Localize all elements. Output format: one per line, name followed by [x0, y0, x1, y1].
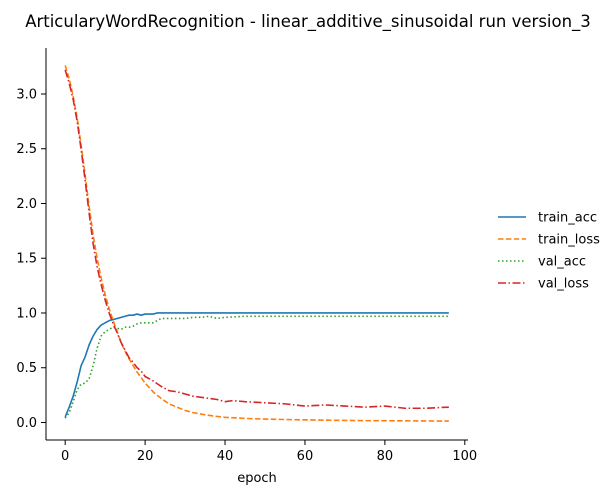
- x-tick-label: 20: [137, 449, 154, 464]
- legend-label-train-loss: train_loss: [538, 233, 600, 248]
- y-tick-label: 2.5: [16, 142, 37, 157]
- y-tick-label: 0.5: [16, 361, 37, 376]
- y-tick-label: 1.0: [16, 306, 37, 321]
- series-line-train-acc: [64, 312, 449, 418]
- y-tick-label: 1.5: [16, 252, 37, 267]
- legend-label-val-loss: val_loss: [538, 277, 589, 292]
- x-tick-label: 60: [297, 449, 314, 464]
- x-tick-label: 100: [452, 449, 477, 464]
- series-line-val-loss: [64, 69, 449, 410]
- x-ticks: 0 20 40 60 80 100: [61, 440, 477, 464]
- legend: train_acc train_loss val_acc val_loss: [498, 211, 600, 292]
- y-tick-label: 3.0: [16, 87, 37, 102]
- x-tick-label: 0: [61, 449, 69, 464]
- plot-area: [64, 65, 449, 422]
- x-tick-label: 40: [217, 449, 234, 464]
- x-axis-label: epoch: [237, 471, 277, 486]
- y-ticks: 0.0 0.5 1.0 1.5 2.0 2.5 3.0: [16, 87, 46, 431]
- x-tick-label: 80: [377, 449, 394, 464]
- y-tick-label: 0.0: [16, 416, 37, 431]
- chart-title: ArticularyWordRecognition - linear_addit…: [25, 12, 591, 32]
- y-tick-label: 2.0: [16, 197, 37, 212]
- legend-label-val-acc: val_acc: [538, 255, 586, 270]
- series-line-train-loss: [64, 65, 449, 422]
- legend-label-train-acc: train_acc: [538, 211, 597, 226]
- axes: [45, 48, 468, 441]
